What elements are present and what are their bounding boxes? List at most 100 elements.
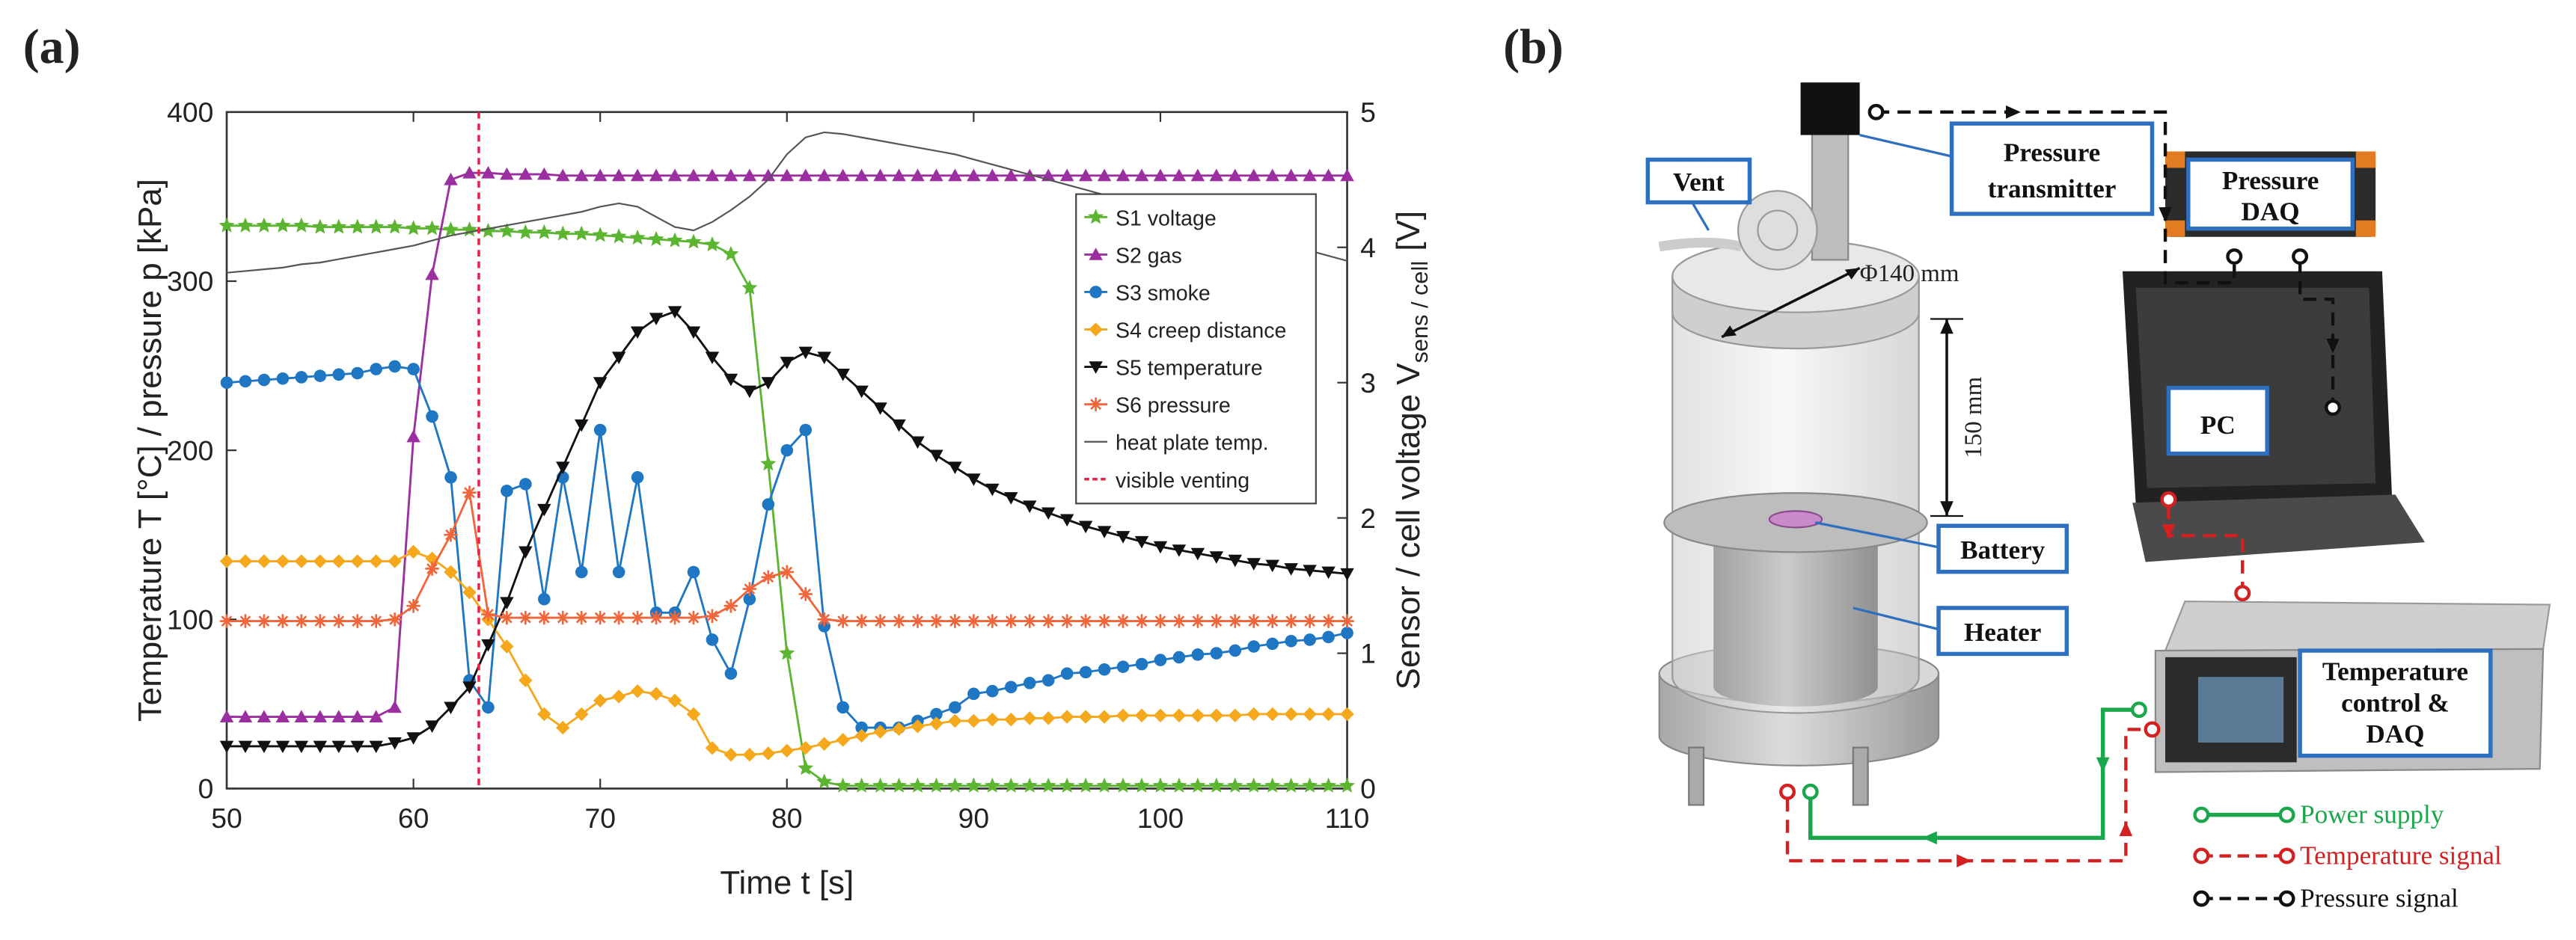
marker [873, 168, 887, 182]
legend-label: heat plate temp. [1116, 431, 1269, 455]
marker [855, 721, 868, 734]
series-group [218, 131, 1356, 793]
marker [761, 168, 776, 182]
marker [1209, 168, 1224, 182]
marker [780, 168, 795, 182]
marker [276, 372, 290, 385]
pipe [1811, 127, 1850, 261]
terminal [2234, 585, 2251, 602]
marker [444, 701, 458, 715]
y-tick-label: 200 [167, 434, 213, 466]
marker [256, 217, 272, 233]
marker [1264, 777, 1281, 793]
marker [631, 471, 644, 484]
marker [948, 461, 962, 474]
marker [1341, 627, 1353, 639]
marker [1172, 614, 1187, 628]
marker [967, 614, 981, 628]
battery-label: Battery [1960, 535, 2046, 565]
marker [816, 773, 833, 789]
marker [350, 740, 364, 754]
marker [1321, 168, 1336, 182]
heater-box [1936, 606, 2069, 657]
y-tick-label: 100 [167, 603, 213, 635]
marker [1078, 614, 1093, 628]
marker [706, 633, 719, 646]
foot [1852, 746, 1869, 806]
marker [1303, 614, 1317, 628]
marker [518, 167, 533, 180]
marker [369, 710, 383, 722]
marker [930, 707, 943, 721]
tdaq-line: control & [2341, 688, 2450, 717]
marker [257, 373, 271, 387]
marker [1321, 777, 1337, 793]
marker [220, 376, 233, 389]
marker [854, 168, 869, 182]
marker [817, 612, 831, 627]
marker [1172, 544, 1187, 557]
terminal [2144, 721, 2161, 738]
marker [1210, 647, 1223, 660]
x-tick-label: 60 [398, 802, 429, 834]
marker [351, 366, 364, 380]
foot [1688, 746, 1705, 806]
marker [667, 306, 682, 319]
marker [723, 599, 738, 613]
marker [1340, 168, 1354, 182]
marker [293, 217, 310, 233]
marker [593, 377, 608, 390]
marker [425, 267, 439, 280]
marker [444, 528, 458, 542]
marker [742, 168, 757, 182]
marker [1023, 614, 1037, 628]
y2-tick-label: 3 [1360, 367, 1376, 399]
marker [1266, 637, 1279, 651]
marker [275, 710, 290, 722]
marker [257, 740, 272, 754]
pointer [1815, 521, 1939, 549]
marker [911, 168, 925, 182]
marker [854, 385, 869, 399]
marker [1171, 777, 1187, 793]
marker [929, 449, 943, 463]
diameter-arrow [1721, 266, 1861, 339]
marker [575, 419, 589, 432]
legend-label: S5 temperature [1116, 357, 1263, 381]
corner [2165, 151, 2185, 168]
marker [238, 614, 253, 628]
y2-tick-label: 1 [1360, 638, 1376, 669]
marker [406, 544, 420, 559]
marker [500, 597, 514, 609]
marker [836, 614, 850, 628]
marker [761, 570, 776, 584]
marker [1265, 559, 1279, 573]
marker [370, 363, 382, 375]
marker [387, 218, 403, 234]
y-tick-label: 0 [198, 773, 214, 805]
marker [1041, 507, 1056, 520]
marker [1023, 500, 1037, 514]
corner [2355, 151, 2376, 168]
marker [556, 168, 570, 182]
marker [611, 351, 626, 364]
marker [388, 360, 401, 373]
marker [592, 227, 608, 242]
x-tick-label: 110 [1325, 802, 1370, 834]
marker [537, 610, 551, 625]
marker [238, 740, 253, 754]
marker [1059, 777, 1075, 793]
legend-label: Pressure signal [2300, 884, 2459, 913]
marker [1172, 708, 1187, 723]
marker [611, 228, 627, 244]
marker [313, 740, 328, 754]
marker [407, 363, 420, 375]
marker [892, 614, 906, 628]
pressure-signal-line [2298, 259, 2335, 402]
pt-box [1949, 121, 2155, 216]
marker [573, 225, 590, 241]
marker [1135, 657, 1148, 671]
marker [1190, 777, 1206, 793]
legend-marker [1088, 209, 1104, 224]
marker [667, 168, 682, 182]
